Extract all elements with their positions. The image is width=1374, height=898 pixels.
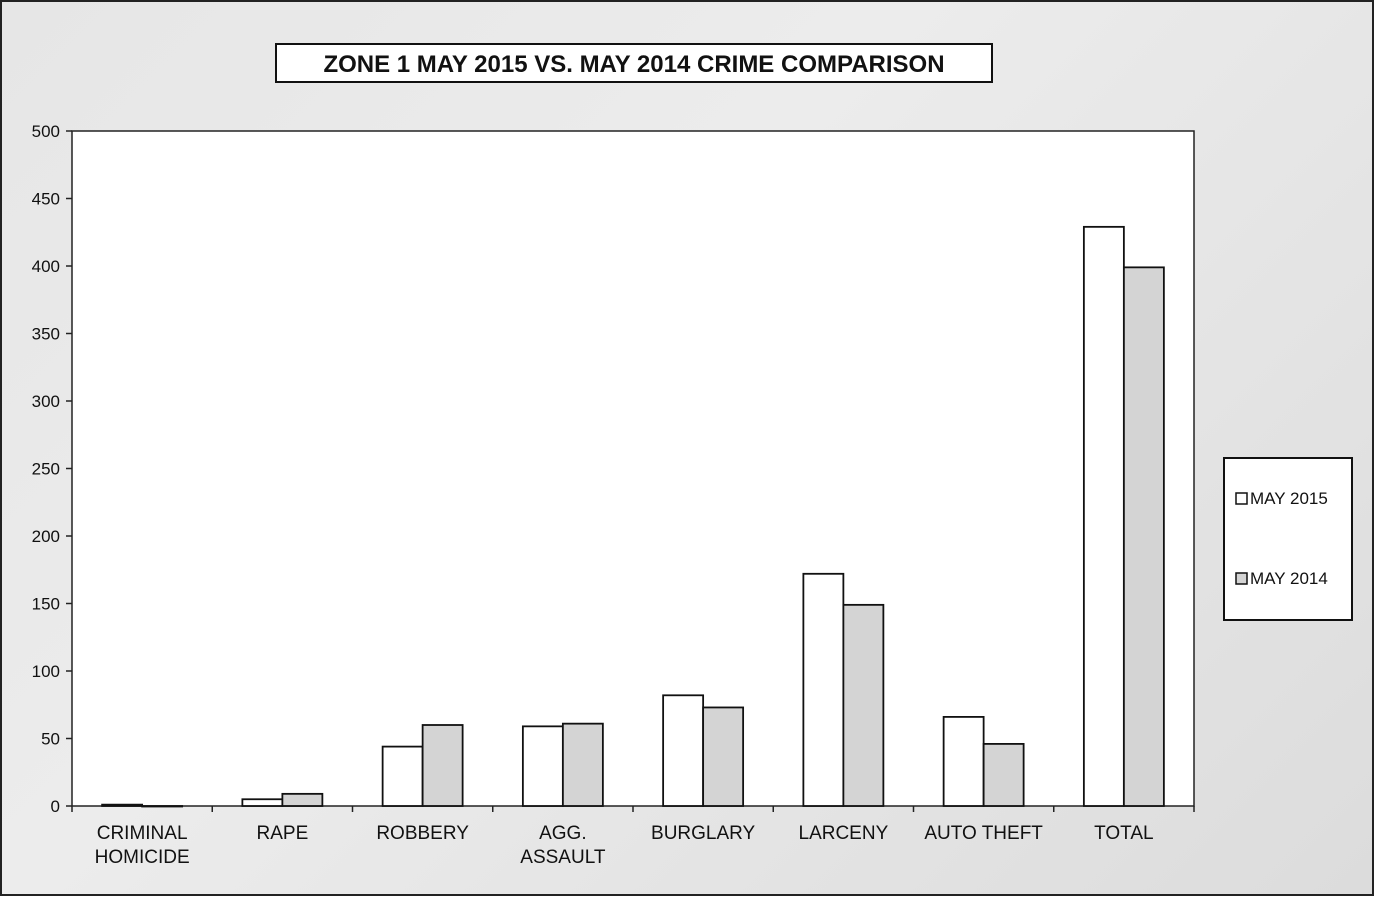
legend-label: MAY 2014 [1250,569,1328,588]
legend: MAY 2015 MAY 2014 [1223,457,1353,621]
bar-may-2014 [842,603,885,807]
y-tick-label: 200 [32,527,60,546]
legend-label: MAY 2015 [1250,489,1328,508]
bar-may-2014 [1122,266,1165,807]
plot-area [71,130,1195,807]
x-tick-label: TOTAL [1094,823,1153,844]
bar-may-2014 [702,706,745,807]
bar-may-2015 [662,694,705,807]
title-box [275,43,993,83]
legend-box [1223,457,1353,621]
x-axis: CRIMINAL HOMICIDE RAPE ROBBERY AGG. ASSAULT BU… [71,806,1195,868]
bar-may-2014 [982,743,1025,807]
bar-may-2015 [942,716,985,807]
x-tick-label: BURGLARY [651,823,756,844]
bar-may-2014 [561,722,604,807]
y-axis: 0 50 100 150 200 250 300 350 400 450 500 [32,122,72,816]
bar-may-2014 [421,724,464,807]
chart-title: ZONE 1 MAY 2015 VS. MAY 2014 CRIME COMPA… [323,51,944,78]
bar-may-2015 [1082,225,1125,807]
x-tick-label: LARCENY [799,823,889,844]
y-tick-label: 100 [32,662,60,681]
bar-may-2014 [141,805,184,808]
x-tick-label: ROBBERY [376,823,469,844]
bars [101,225,1165,808]
bar-may-2014 [281,792,324,807]
y-tick-label: 150 [32,595,60,614]
legend-swatch [1235,492,1248,505]
x-tick-label: RAPE [257,823,309,844]
x-tick-label: AUTO THEFT [924,823,1043,844]
x-tick-label: AGG. ASSAULT [520,823,606,868]
y-tick-label: 350 [32,325,60,344]
y-tick-label: 0 [51,797,60,816]
y-tick-label: 50 [41,730,60,749]
bar-may-2015 [521,725,564,807]
bar-may-2015 [802,572,845,807]
bar-may-2015 [381,745,424,807]
y-tick-label: 250 [32,460,60,479]
bar-may-2015 [101,803,144,807]
y-tick-label: 450 [32,190,60,209]
y-tick-label: 300 [32,392,60,411]
legend-swatch [1235,572,1248,585]
bar-may-2015 [241,798,284,807]
y-tick-label: 500 [32,122,60,141]
x-tick-label: CRIMINAL HOMICIDE [95,823,190,868]
y-tick-label: 400 [32,257,60,276]
